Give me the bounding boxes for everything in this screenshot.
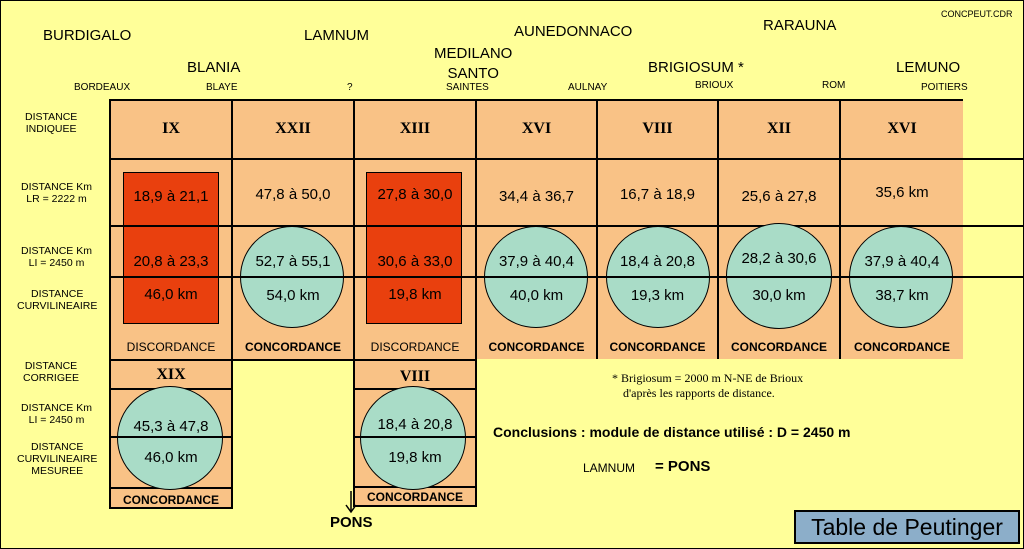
indicated-value-5: VIII (642, 120, 673, 137)
curv-value-2: 54,0 km (266, 287, 320, 304)
modern-name-rom: ROM (822, 80, 846, 91)
correction-indicated-1: XIX (156, 366, 186, 383)
modern-name-blaye: BLAYE (206, 82, 238, 93)
li-value-3: 30,6 à 33,0 (377, 253, 453, 270)
down-arrow-icon (345, 491, 357, 514)
modern-name-poitiers: POITIERS (921, 82, 968, 93)
status-4: CONCORDANCE (488, 340, 585, 354)
status-7: CONCORDANCE (854, 340, 950, 354)
status-2: CONCORDANCE (245, 340, 341, 354)
status-6: CONCORDANCE (731, 340, 827, 354)
discordance-box-2 (366, 172, 462, 324)
modern-name-unknown: ? (347, 82, 353, 93)
curv-value-4: 40,0 km (509, 287, 564, 304)
indicated-value-1: IX (162, 120, 180, 137)
lr-value-2: 47,8 à 50,0 (255, 186, 331, 203)
li-value-6: 28,2 à 30,6 (741, 250, 817, 267)
status-3: DISCORDANCE (370, 340, 460, 354)
discordance-box-1 (123, 172, 219, 324)
footnote-line-1: * Brigiosum = 2000 m N-NE de Brioux (612, 371, 804, 385)
modern-name-aulnay: AULNAY (568, 82, 608, 93)
curv-value-5: 19,3 km (630, 287, 685, 304)
row-label-curvilinear: DISTANCE CURVILINEAIRE (17, 288, 98, 312)
indicated-value-7: XVI (887, 120, 917, 137)
indicated-value-3: XIII (399, 120, 431, 137)
li-value-4: 37,9 à 40,4 (498, 253, 575, 270)
indicated-value-6: XII (766, 120, 791, 137)
row-label-km-li: DISTANCE Km LI = 2450 m (21, 245, 92, 269)
concordance-circle-6 (117, 386, 223, 490)
indicated-value-4: XVI (521, 120, 552, 137)
li-value-7: 37,9 à 40,4 (864, 253, 940, 270)
latin-name-burdigalo: BURDIGALO (43, 27, 132, 44)
curv-value-6: 30,0 km (752, 287, 806, 304)
row-label-indicated: DISTANCE INDIQUEE (25, 111, 78, 135)
li-value-2: 52,7 à 55,1 (255, 253, 331, 270)
correction-status-1: CONCORDANCE (123, 493, 219, 507)
indicated-value-2: XXII (275, 120, 311, 137)
correction-li-2: 18,4 à 20,8 (377, 416, 453, 433)
latin-name-lemuno: LEMUNO (896, 59, 961, 76)
li-value-1: 20,8 à 23,3 (133, 253, 209, 270)
lamnum-equals-pons: = PONS (655, 458, 711, 475)
conclusion-text: Conclusions : module de distance utilisé… (493, 424, 851, 440)
correction-curv-1: 46,0 km (144, 449, 198, 466)
modern-name-saintes: SAINTES (446, 82, 489, 93)
latin-name-aunedonnaco: AUNEDONNACO (514, 23, 633, 40)
latin-name-medilano-santo: MEDILANO SANTO (434, 45, 513, 82)
lr-value-4: 34,4 à 36,7 (498, 188, 575, 205)
row-label-curvilinear-measured: DISTANCE CURVILINEAIRE MESUREE (17, 441, 98, 477)
curv-value-1: 46,0 km (144, 286, 198, 303)
status-1: DISCORDANCE (126, 340, 216, 354)
correction-status-2: CONCORDANCE (367, 490, 463, 504)
modern-name-bordeaux: BORDEAUX (74, 82, 131, 93)
pons-label: PONS (330, 514, 373, 531)
latin-name-blania: BLANIA (187, 59, 241, 76)
status-5: CONCORDANCE (609, 340, 706, 354)
lr-value-6: 25,6 à 27,8 (741, 188, 817, 205)
file-label: CONCPEUT.CDR (941, 9, 1013, 19)
lr-value-5: 16,7 à 18,9 (619, 186, 696, 203)
li-value-5: 18,4 à 20,8 (619, 253, 696, 270)
latin-name-lamnum: LAMNUM (304, 27, 370, 44)
row-label-km-li-corrected: DISTANCE Km LI = 2450 m (21, 402, 92, 426)
title-box: Table de Peutinger (794, 510, 1020, 544)
row-label-corrected: DISTANCE CORRIGEE (23, 360, 80, 384)
lamnum-label: LAMNUM (583, 461, 636, 475)
lr-value-1: 18,9 à 21,1 (133, 188, 209, 205)
curv-value-7: 38,7 km (875, 287, 929, 304)
lr-value-3: 27,8 à 30,0 (377, 186, 453, 203)
lr-value-7: 35,6 km (875, 184, 929, 201)
correction-li-1: 45,3 à 47,8 (133, 418, 209, 435)
correction-indicated-2: VIII (399, 368, 431, 385)
row-label-km-lr: DISTANCE Km LR = 2222 m (21, 181, 92, 205)
correction-curv-2: 19,8 km (388, 449, 442, 466)
modern-name-brioux: BRIOUX (695, 80, 734, 91)
curv-value-3: 19,8 km (388, 286, 442, 303)
latin-name-rarauna: RARAUNA (763, 17, 837, 34)
latin-name-brigiosum: BRIGIOSUM * (648, 59, 744, 76)
concordance-circle-7 (360, 386, 466, 490)
footnote-line-2: d'après les rapports de distance. (623, 386, 775, 400)
